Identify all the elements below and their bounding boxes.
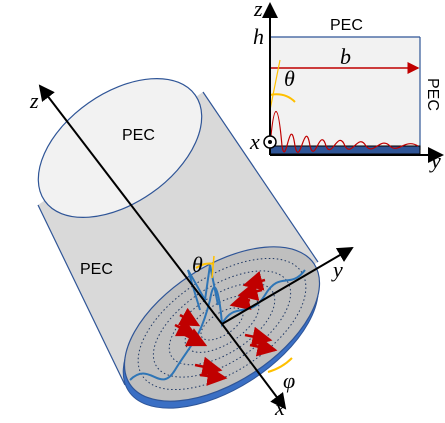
wall-label: PEC xyxy=(80,261,113,278)
dimension-label: h xyxy=(253,24,264,49)
wall-label: PEC xyxy=(424,78,441,111)
axis-label: z xyxy=(29,88,39,113)
wall-label: PEC xyxy=(330,17,363,34)
axis-label: x xyxy=(274,395,285,420)
angle-label: θ xyxy=(284,66,295,91)
dimension-label: b xyxy=(340,44,351,69)
axis-label: y xyxy=(429,148,441,173)
axis-label: z xyxy=(253,0,263,21)
angle-label: θ xyxy=(192,252,203,277)
wall-label: PEC xyxy=(122,127,155,144)
axis-label: x xyxy=(249,129,260,154)
page: z x y θ φ PEC PEC z y x h b θ PEC PEC ((… xyxy=(0,0,445,423)
axis-label: y xyxy=(331,257,343,282)
diagram: z x y θ φ PEC PEC z y x h b θ PEC PEC xyxy=(0,0,445,423)
angle-label: φ xyxy=(283,368,295,393)
